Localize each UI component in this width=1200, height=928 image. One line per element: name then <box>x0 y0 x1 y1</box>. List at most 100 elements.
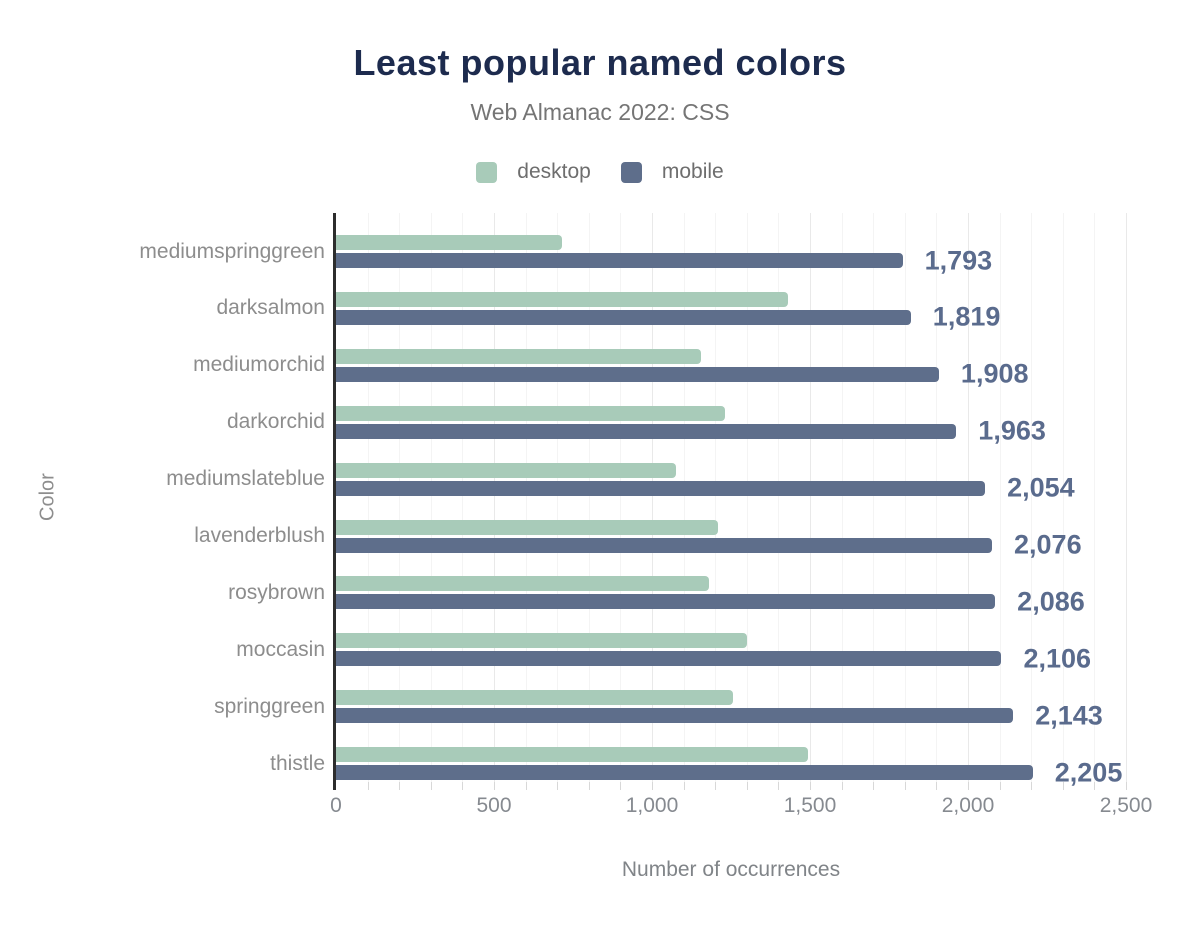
gridline <box>367 213 369 782</box>
category-label: darksalmon <box>216 296 325 320</box>
axis-tick <box>1094 782 1096 790</box>
category-label: mediumorchid <box>193 353 325 377</box>
axis-tick <box>399 782 401 790</box>
axis-tick <box>620 782 622 790</box>
legend-label-desktop: desktop <box>517 160 591 183</box>
desktop-bar <box>336 235 562 250</box>
desktop-bar <box>336 690 733 706</box>
desktop-bar <box>336 633 747 649</box>
mobile-value-label: 2,205 <box>1054 757 1123 788</box>
gridline <box>1126 213 1127 782</box>
mobile-value-label: 2,106 <box>1023 643 1092 674</box>
mobile-value-label: 2,054 <box>1007 472 1075 503</box>
mobile-bar <box>336 708 1014 724</box>
gridline <box>715 213 717 782</box>
gridline <box>936 213 938 782</box>
axis-tick <box>873 782 875 790</box>
desktop-bar <box>336 462 676 478</box>
category-label: rosybrown <box>228 580 325 604</box>
bar-row-mediumorchid: mediumorchid 1,908 <box>193 327 1126 389</box>
axis-tick <box>652 782 653 790</box>
x-tick-label: 1,500 <box>783 794 837 817</box>
axis-tick <box>1126 782 1127 790</box>
gridline <box>462 213 464 782</box>
x-tick-label: 1,000 <box>625 794 679 817</box>
mobile-bar <box>336 594 996 610</box>
bar-row-lavenderblush: lavenderblush 2,076 <box>194 498 1126 560</box>
axis-tick <box>367 782 369 790</box>
chart-subtitle: Web Almanac 2022: CSS <box>470 99 730 125</box>
gridline <box>999 213 1001 782</box>
category-label: moccasin <box>236 637 325 661</box>
gridline <box>778 213 780 782</box>
axis-tick <box>841 782 843 790</box>
mobile-bar <box>336 309 911 325</box>
x-tick-label: 2,000 <box>941 794 995 817</box>
legend: desktop mobile <box>0 160 1200 184</box>
y-axis-title: Color <box>36 473 59 522</box>
desktop-bar <box>336 747 809 763</box>
axis-tick <box>683 782 685 790</box>
axis-tick <box>588 782 590 790</box>
gridline <box>525 213 527 782</box>
x-tick-label: 2,500 <box>1099 794 1153 817</box>
x-tick-label: 500 <box>476 794 512 817</box>
category-label: darkorchid <box>226 410 325 434</box>
gridline <box>1062 213 1064 782</box>
category-label: thistle <box>270 751 325 775</box>
x-tick-label: 0 <box>330 794 342 817</box>
legend-item-mobile: mobile <box>620 160 724 184</box>
gridline <box>841 213 843 782</box>
gridline <box>494 213 495 782</box>
mobile-value-label: 2,076 <box>1014 529 1082 560</box>
gridline <box>810 213 811 782</box>
bar-row-mediumspringgreen: mediumspringgreen 1,793 <box>139 213 1126 275</box>
axis-tick <box>1031 782 1033 790</box>
mobile-bar <box>336 651 1002 667</box>
axis-tick <box>525 782 527 790</box>
mobile-value-label: 1,819 <box>932 301 1001 332</box>
mobile-bar <box>336 253 903 268</box>
legend-swatch-desktop <box>476 161 498 183</box>
gridline <box>430 213 432 782</box>
desktop-bar <box>336 519 719 535</box>
mobile-value-label: 2,143 <box>1035 700 1103 731</box>
bar-row-springgreen: springgreen 2,143 <box>214 668 1126 730</box>
axis-tick <box>557 782 559 790</box>
axis-tick <box>968 782 969 790</box>
mobile-bar <box>336 765 1033 781</box>
mobile-bar <box>336 423 957 439</box>
gridline <box>873 213 875 782</box>
gridline <box>1031 213 1033 782</box>
gridline <box>652 213 653 782</box>
gridline <box>588 213 590 782</box>
gridline <box>1094 213 1096 782</box>
gridline <box>746 213 748 782</box>
bar-row-darksalmon: darksalmon 1,819 <box>216 270 1126 332</box>
gridline <box>399 213 401 782</box>
gridline <box>968 213 969 782</box>
category-label: mediumslateblue <box>166 467 325 491</box>
desktop-bar <box>336 291 788 307</box>
axis-tick <box>936 782 938 790</box>
legend-label-mobile: mobile <box>661 160 724 183</box>
axis-tick <box>494 782 495 790</box>
mobile-value-label: 2,086 <box>1017 586 1085 617</box>
axis-tick <box>778 782 780 790</box>
mobile-bar <box>336 366 939 382</box>
mobile-value-label: 1,963 <box>978 415 1046 446</box>
bar-row-thistle: thistle 2,205 <box>270 725 1126 787</box>
bar-row-mediumslateblue: mediumslateblue 2,054 <box>166 441 1126 503</box>
x-axis-title: Number of occurrences <box>621 858 841 881</box>
axis-tick <box>715 782 717 790</box>
mobile-value-label: 1,793 <box>924 245 993 275</box>
axis-tick <box>810 782 811 790</box>
category-label: springgreen <box>214 694 325 718</box>
gridline <box>557 213 559 782</box>
desktop-bar <box>336 576 709 592</box>
axis-tick <box>430 782 432 790</box>
category-label: lavenderblush <box>194 524 325 547</box>
legend-swatch-mobile <box>620 161 642 183</box>
axis-tick <box>462 782 464 790</box>
